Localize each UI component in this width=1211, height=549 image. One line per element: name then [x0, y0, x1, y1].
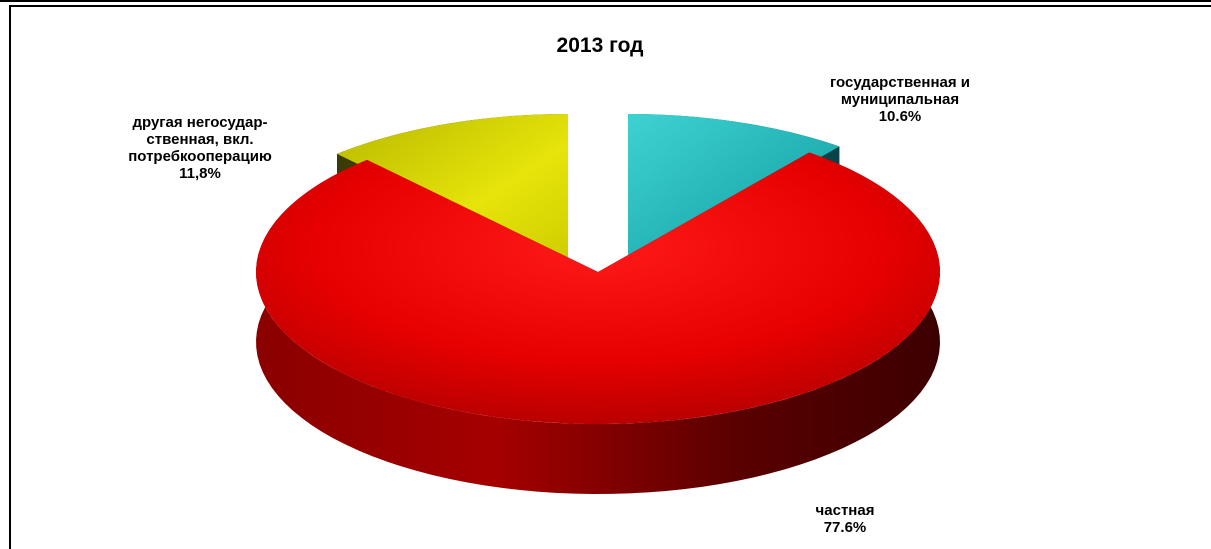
- data-label-private: частная 77.6%: [815, 502, 875, 536]
- chart-title: 2013 год: [556, 34, 644, 57]
- chart-frame-left: [9, 5, 11, 549]
- chart-frame-top-outer: [0, 0, 1211, 2]
- data-label-other-nonstate: другая негосудар-ственная, вкл. потребкоо…: [128, 114, 272, 182]
- data-label-state-municipal: государственная и муниципальная 10.6%: [829, 74, 970, 125]
- slice-private: [256, 152, 941, 494]
- chart-frame-top-inner: [9, 5, 1211, 7]
